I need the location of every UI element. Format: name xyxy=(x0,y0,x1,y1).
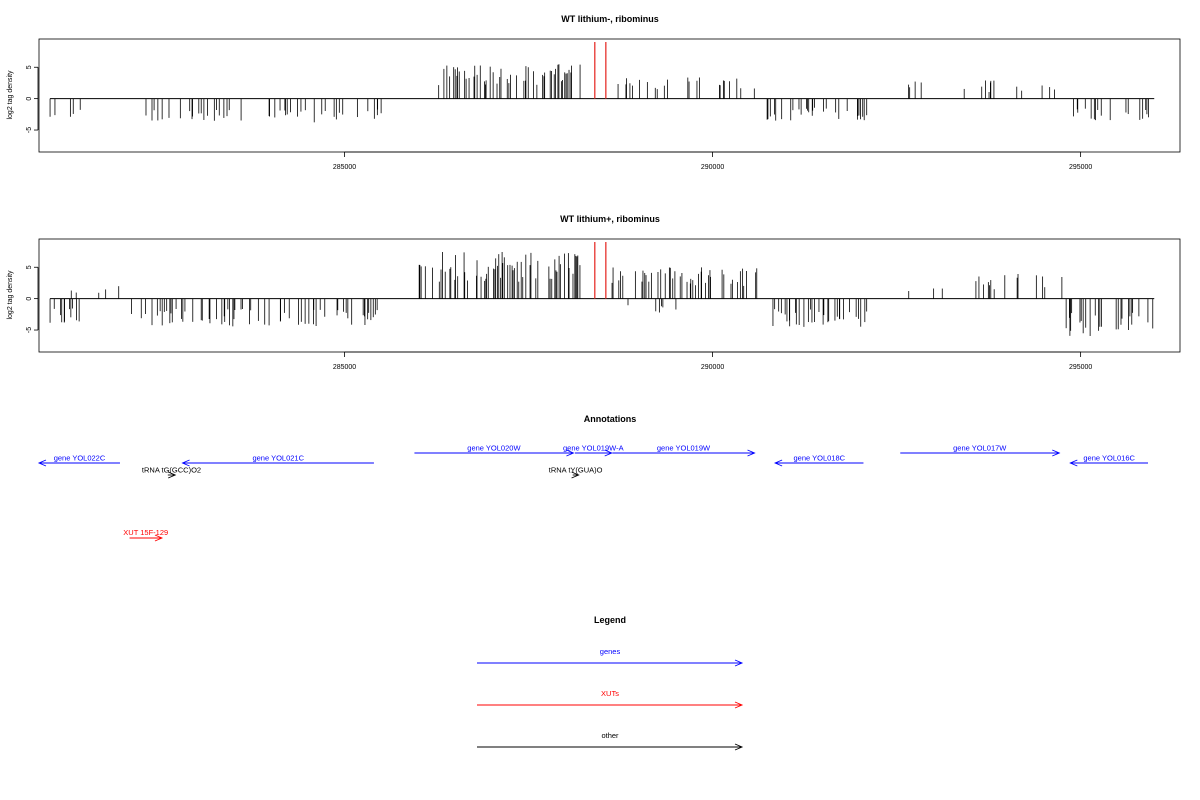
y-axis-label: log2 tag density xyxy=(7,70,14,120)
marker-lines xyxy=(594,42,607,99)
panel-title: WT lithium-, ribominus xyxy=(561,14,659,24)
legend-title: Legend xyxy=(594,615,626,625)
plot-frame xyxy=(38,38,1181,153)
gene-label: gene YOL018C xyxy=(794,454,846,463)
gene-annotation: gene YOL019W xyxy=(612,444,756,457)
y-tick-label: -5 xyxy=(26,127,33,133)
marker-lines xyxy=(594,242,607,299)
arrowhead-icon xyxy=(168,471,177,479)
arrowhead-icon xyxy=(734,701,744,709)
gene-annotation: gene YOL019W-A xyxy=(563,444,624,457)
gene-label: gene YOL021C xyxy=(252,454,304,463)
density-bars xyxy=(49,64,1155,123)
panel-lithium-plus: WT lithium+, ribominus log2 tag density … xyxy=(7,214,1181,371)
other-annotation: tRNA tY(GUA)O xyxy=(549,466,603,479)
arrowhead-icon xyxy=(181,459,190,467)
annotations-track: Annotations gene YOL022C gene YOL021Cgene… xyxy=(37,414,1148,542)
gene-annotation: gene YOL018C xyxy=(773,454,864,467)
x-tick-label: 285000 xyxy=(333,164,356,171)
legend-label: other xyxy=(601,731,619,740)
gene-label: gene YOL019W xyxy=(657,444,711,453)
gene-annotation: gene YOL021C xyxy=(181,454,374,467)
gene-annotation: gene YOL020W xyxy=(414,444,575,457)
y-tick-label: 0 xyxy=(26,297,33,301)
y-tick-label: 0 xyxy=(26,97,33,101)
xut-label: XUT 15F-129 xyxy=(123,528,168,537)
x-tick-label: 295000 xyxy=(1069,364,1092,371)
gene-label: gene YOL019W-A xyxy=(563,444,624,453)
y-tick-label: 5 xyxy=(26,265,33,269)
arrowhead-icon xyxy=(1069,459,1078,467)
gene-annotation: gene YOL017W xyxy=(900,444,1061,457)
gene-label: gene YOL020W xyxy=(467,444,521,453)
annotation-items: gene YOL022C gene YOL021C gene YOL020W gene… xyxy=(37,444,1148,542)
arrowhead-icon xyxy=(734,659,744,667)
y-axis: -5 0 5 xyxy=(26,65,39,133)
x-tick-label: 285000 xyxy=(333,364,356,371)
legend-item: XUTs xyxy=(477,689,744,709)
arrowhead-icon xyxy=(37,459,47,467)
legend-item: genes xyxy=(477,647,744,667)
plot-frame xyxy=(38,238,1181,353)
legend: Legend genes XUTs other xyxy=(477,615,744,751)
arrowhead-icon xyxy=(1052,449,1061,457)
other-label: tRNA tY(GUA)O xyxy=(549,466,603,475)
density-bars xyxy=(49,251,1155,336)
arrowhead-icon xyxy=(571,471,580,479)
legend-item: other xyxy=(477,731,744,751)
arrowhead-icon xyxy=(773,459,783,467)
y-axis-label: log2 tag density xyxy=(7,270,14,320)
gene-label: gene YOL017W xyxy=(953,444,1007,453)
y-axis: -5 0 5 xyxy=(26,265,39,333)
x-axis: 285000 290000 295000 xyxy=(333,351,1092,371)
gene-label: gene YOL016C xyxy=(1083,454,1135,463)
gene-annotation: gene YOL022C xyxy=(37,454,120,467)
y-tick-label: -5 xyxy=(26,327,33,333)
arrowhead-icon xyxy=(566,449,575,457)
y-tick-label: 5 xyxy=(26,65,33,69)
arrowhead-icon xyxy=(734,743,744,751)
x-tick-label: 290000 xyxy=(701,164,724,171)
x-axis: 285000 290000 295000 xyxy=(333,151,1092,171)
panel-title: WT lithium+, ribominus xyxy=(560,214,660,224)
x-tick-label: 295000 xyxy=(1069,164,1092,171)
other-label: tRNA tG(GCC)O2 xyxy=(142,466,201,475)
gene-label: gene YOL022C xyxy=(54,454,106,463)
arrowhead-icon xyxy=(747,449,756,457)
gene-annotation: gene YOL016C xyxy=(1069,454,1148,467)
annotations-title: Annotations xyxy=(584,414,637,424)
legend-label: XUTs xyxy=(601,689,619,698)
x-tick-label: 290000 xyxy=(701,364,724,371)
legend-items: genes XUTs other xyxy=(477,647,744,751)
arrowhead-icon xyxy=(604,449,613,457)
arrowhead-icon xyxy=(154,534,164,542)
panel-lithium-minus: WT lithium-, ribominus log2 tag density … xyxy=(7,14,1181,171)
xut-annotation: XUT 15F-129 xyxy=(123,528,168,542)
legend-label: genes xyxy=(600,647,621,656)
other-annotation: tRNA tG(GCC)O2 xyxy=(142,466,201,479)
